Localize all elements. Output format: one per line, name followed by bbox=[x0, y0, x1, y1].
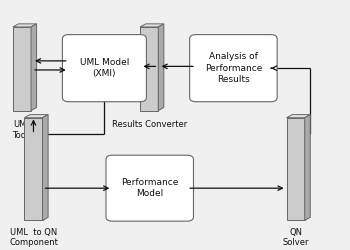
Bar bbox=[13, 27, 31, 110]
FancyBboxPatch shape bbox=[106, 155, 194, 221]
Bar bbox=[287, 118, 305, 220]
Bar bbox=[25, 118, 43, 220]
Polygon shape bbox=[305, 114, 310, 220]
Polygon shape bbox=[13, 24, 37, 27]
Text: UML
Tools: UML Tools bbox=[12, 120, 32, 140]
Polygon shape bbox=[43, 114, 48, 220]
Text: UML  to QN
Component: UML to QN Component bbox=[9, 228, 58, 247]
Polygon shape bbox=[25, 114, 48, 118]
Polygon shape bbox=[140, 24, 164, 27]
Text: Performance
Model: Performance Model bbox=[121, 178, 178, 199]
Polygon shape bbox=[287, 114, 310, 118]
Text: QN
Solver: QN Solver bbox=[282, 228, 309, 247]
Bar bbox=[140, 27, 158, 110]
Text: Analysis of
Performance
Results: Analysis of Performance Results bbox=[205, 52, 262, 84]
FancyBboxPatch shape bbox=[62, 34, 146, 102]
Polygon shape bbox=[31, 24, 37, 110]
Polygon shape bbox=[158, 24, 164, 110]
Text: UML Model
(XMI): UML Model (XMI) bbox=[80, 58, 129, 78]
FancyBboxPatch shape bbox=[190, 34, 277, 102]
Text: Results Converter: Results Converter bbox=[112, 120, 187, 129]
